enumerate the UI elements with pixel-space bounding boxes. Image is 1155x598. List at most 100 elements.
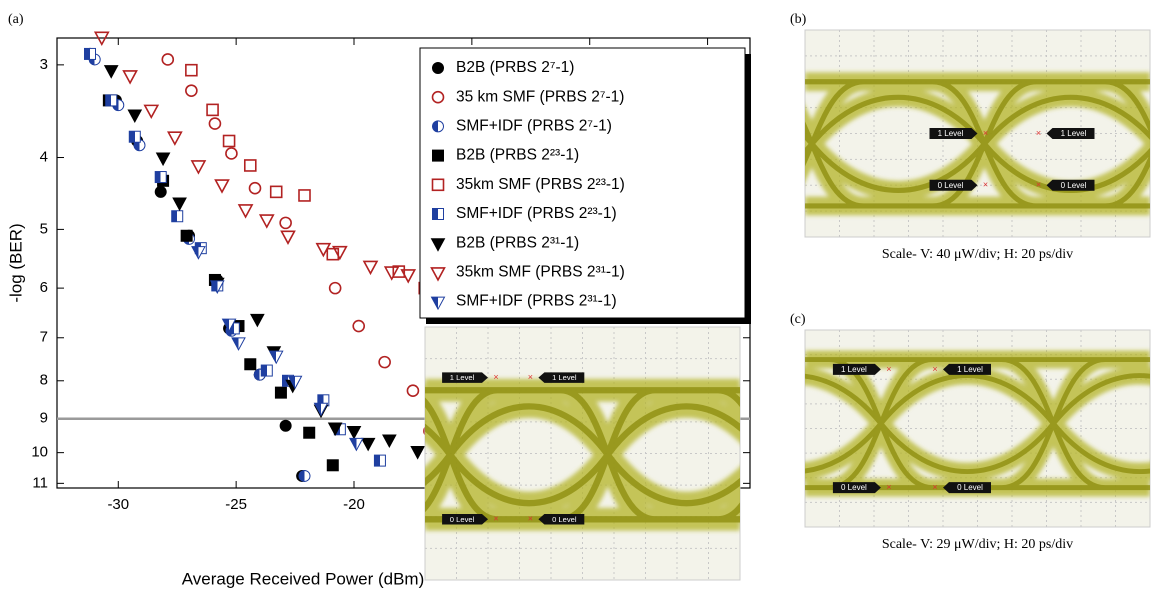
- marker: [127, 109, 143, 124]
- marker: [279, 216, 292, 230]
- marker: [128, 130, 141, 143]
- level-label: 0 Level: [450, 515, 475, 524]
- marker: [326, 459, 339, 472]
- panel-label: (a): [8, 12, 24, 27]
- marker: [410, 446, 425, 460]
- marker: [221, 318, 237, 333]
- level-tag: [538, 372, 585, 383]
- marker: [172, 197, 187, 212]
- y-tick-label: 4: [40, 148, 48, 165]
- marker: [155, 152, 171, 167]
- level-tag: [832, 482, 881, 494]
- level-tag: [929, 128, 978, 139]
- marker: [214, 179, 230, 194]
- eye-caption: Scale- V: 40 μW/div; H: 20 ps/div: [882, 247, 1073, 262]
- marker: [225, 147, 238, 160]
- x-tick-label: -25: [225, 496, 247, 513]
- y-tick-label: 11: [32, 474, 48, 491]
- level-marker: ×: [983, 128, 988, 138]
- marker: [268, 350, 284, 365]
- marker: [274, 386, 287, 399]
- marker: [378, 355, 391, 369]
- marker: [362, 260, 379, 276]
- legend-label: B2B (PRBS 2²³-1): [456, 147, 579, 164]
- level-label: 0 Level: [552, 515, 577, 524]
- marker: [180, 229, 193, 242]
- level-marker: ×: [932, 364, 937, 374]
- eye-caption: Scale- V: 29 μW/div; H: 20 ps/div: [882, 537, 1073, 552]
- marker: [392, 265, 406, 278]
- marker: [161, 53, 175, 66]
- level-marker: ×: [493, 514, 498, 524]
- marker: [332, 245, 348, 261]
- level-label: 1 Level: [957, 365, 983, 374]
- marker: [432, 120, 444, 133]
- marker: [250, 313, 265, 328]
- marker: [352, 319, 366, 333]
- marker: [185, 84, 198, 97]
- marker: [431, 90, 445, 104]
- legend-label: B2B (PRBS 2⁷-1): [456, 59, 574, 76]
- marker: [154, 171, 167, 184]
- marker: [103, 65, 119, 79]
- marker: [431, 178, 445, 192]
- level-marker: ×: [528, 514, 533, 524]
- level-label: 1 Level: [938, 129, 964, 138]
- marker: [222, 134, 236, 148]
- y-tick-label: 6: [40, 279, 48, 296]
- marker: [373, 454, 386, 467]
- marker: [298, 189, 311, 202]
- marker: [122, 70, 138, 85]
- marker: [243, 159, 257, 172]
- y-tick-label: 9: [40, 410, 48, 427]
- legend-label: 35km SMF (PRBS 2²³-1): [456, 176, 625, 193]
- marker: [432, 149, 444, 162]
- marker: [432, 62, 444, 74]
- level-label: 1 Level: [552, 373, 577, 382]
- marker: [313, 402, 329, 417]
- level-marker: ×: [1036, 180, 1041, 190]
- marker: [430, 238, 446, 252]
- marker: [315, 242, 332, 258]
- marker: [430, 296, 446, 311]
- level-tag: [943, 482, 991, 494]
- marker: [287, 375, 303, 390]
- marker: [105, 94, 118, 107]
- level-marker: ×: [983, 180, 988, 190]
- level-tag: [832, 363, 881, 375]
- level-label: 0 Level: [938, 181, 964, 190]
- marker: [191, 246, 206, 260]
- marker: [360, 437, 376, 452]
- marker: [185, 63, 198, 77]
- y-tick-label: 5: [40, 220, 48, 237]
- marker: [400, 269, 417, 284]
- eye-trace: [805, 79, 1150, 209]
- marker: [248, 181, 262, 195]
- legend: [419, 47, 746, 319]
- x-axis-label: Average Received Power (dBm): [182, 569, 425, 588]
- marker: [298, 469, 311, 482]
- level-label: 0 Level: [957, 483, 983, 492]
- level-marker: ×: [528, 372, 533, 382]
- level-marker: ×: [493, 372, 498, 382]
- marker: [206, 103, 219, 117]
- marker: [190, 160, 207, 175]
- y-tick-label: 3: [40, 56, 48, 73]
- y-tick-label: 7: [40, 329, 48, 346]
- marker: [84, 47, 96, 60]
- y-tick-label: 8: [40, 372, 48, 389]
- marker: [383, 266, 400, 281]
- marker: [143, 104, 160, 120]
- marker: [280, 230, 296, 245]
- marker: [93, 31, 110, 47]
- legend-label: 35km SMF (PRBS 2³¹-1): [456, 263, 625, 280]
- marker: [208, 117, 222, 130]
- x-tick-label: -30: [107, 496, 129, 513]
- level-marker: ×: [886, 482, 891, 492]
- marker: [260, 364, 273, 377]
- level-label: 1 Level: [450, 373, 475, 382]
- eye-diagram: 1 Level × 1 Level × 0 Level × 0 Level ×: [804, 329, 1151, 528]
- legend-label: 35 km SMF (PRBS 2⁷-1): [456, 88, 624, 105]
- level-tag: [943, 363, 991, 375]
- marker: [327, 422, 343, 437]
